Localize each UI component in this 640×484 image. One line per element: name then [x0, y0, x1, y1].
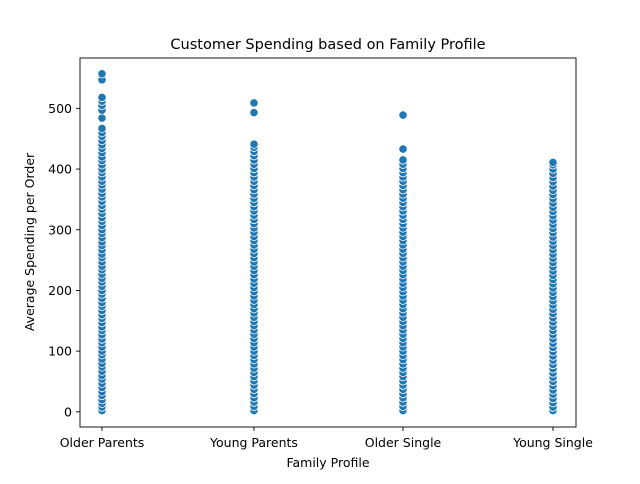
y-tick-label: 500	[48, 101, 72, 116]
data-point	[398, 110, 408, 120]
x-tick-label: Young Parents	[209, 435, 298, 450]
data-point	[97, 92, 107, 103]
data-point	[97, 123, 107, 134]
x-axis-label: Family Profile	[286, 455, 369, 470]
data-point	[97, 69, 107, 79]
x-tick-label: Older Single	[365, 435, 442, 450]
y-tick-label: 0	[64, 404, 72, 419]
y-tick-label: 100	[48, 344, 72, 359]
data-point	[249, 108, 259, 118]
data-point	[398, 155, 408, 165]
data-point	[249, 139, 259, 149]
x-axis: Older Parents Young Parents Older Single Yo…	[60, 427, 593, 450]
data-point	[548, 157, 558, 167]
data-point	[97, 113, 107, 123]
chart-title: Customer Spending based on Family Profil…	[170, 37, 485, 53]
x-tick-label: Older Parents	[60, 435, 145, 450]
y-axis: 0 100 200 300 400 500	[48, 101, 80, 419]
y-tick-label: 300	[48, 222, 72, 237]
data-point	[249, 98, 259, 108]
y-axis-label: Average Spending per Order	[22, 152, 37, 331]
x-tick-label: Young Single	[512, 435, 593, 450]
y-tick-label: 200	[48, 283, 72, 298]
data-point	[398, 144, 408, 154]
y-tick-label: 400	[48, 162, 72, 177]
points-layer	[97, 69, 558, 416]
plot-area-frame	[79, 57, 577, 428]
